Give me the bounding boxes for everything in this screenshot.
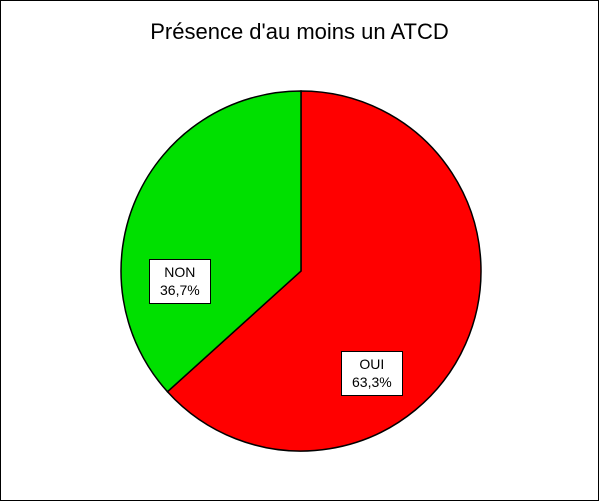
slice-label-non: NON 36,7% [149,259,211,304]
slice-label-oui-percent: 63,3% [352,374,392,392]
chart-frame: Présence d'au moins un ATCD OUI 63,3% NO… [0,0,599,501]
pie-chart [1,71,599,491]
chart-title: Présence d'au moins un ATCD [1,19,598,45]
slice-label-non-percent: 36,7% [160,282,200,300]
chart-area: OUI 63,3% NON 36,7% [1,71,599,491]
slice-label-oui: OUI 63,3% [341,351,403,396]
slice-label-non-name: NON [160,264,200,282]
slice-label-oui-name: OUI [352,356,392,374]
